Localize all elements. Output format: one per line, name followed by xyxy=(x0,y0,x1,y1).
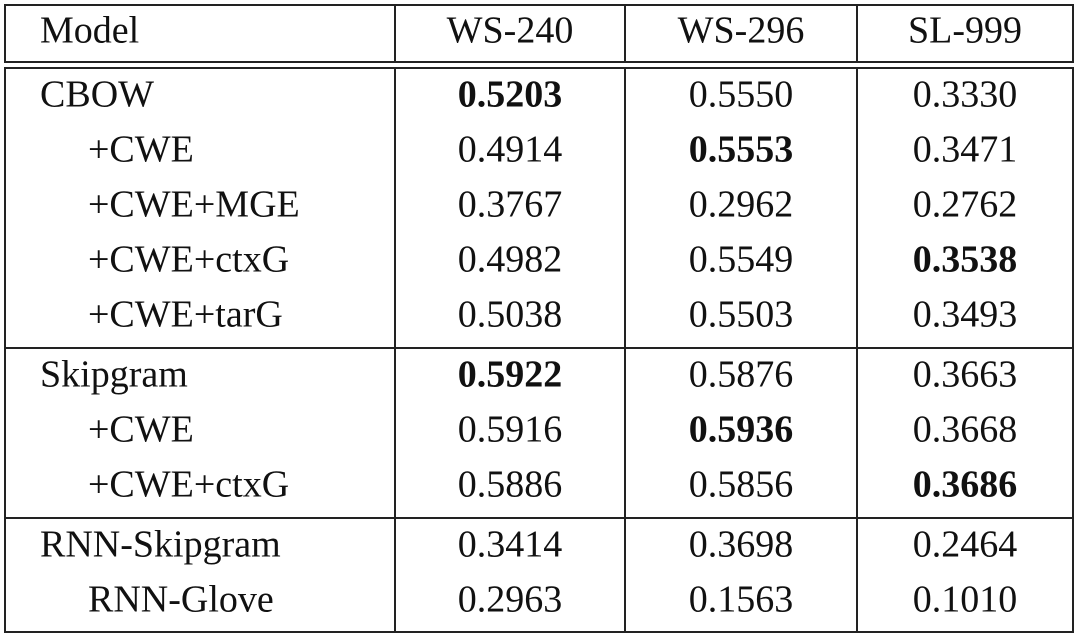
model-name: +CWE+ctxG xyxy=(88,239,289,281)
score-cell: 0.2762 xyxy=(913,184,1018,226)
score-cell: 0.5856 xyxy=(689,464,794,506)
score-cell: 0.3493 xyxy=(913,294,1018,336)
model-name: CBOW xyxy=(40,74,154,116)
score-cell: 0.3414 xyxy=(458,524,563,566)
score-cell: 0.5203 xyxy=(458,74,563,116)
score-cell: 0.5553 xyxy=(689,129,794,171)
score-cell: 0.5550 xyxy=(689,74,794,116)
score-cell: 0.3538 xyxy=(913,239,1018,281)
score-cell: 0.5876 xyxy=(689,354,794,396)
model-name: +CWE+ctxG xyxy=(88,464,289,506)
score-cell: 0.5503 xyxy=(689,294,794,336)
score-cell: 0.1010 xyxy=(913,579,1018,621)
body-border xyxy=(4,67,1074,633)
score-cell: 0.3471 xyxy=(913,129,1018,171)
score-cell: 0.5922 xyxy=(458,354,563,396)
score-cell: 0.5038 xyxy=(458,294,563,336)
model-name: RNN-Glove xyxy=(88,579,274,621)
score-cell: WS-240 xyxy=(447,10,574,52)
score-cell: 0.2962 xyxy=(689,184,794,226)
score-cell: 0.4914 xyxy=(458,129,563,171)
model-name: +CWE xyxy=(88,129,194,171)
header-border xyxy=(4,4,1074,63)
score-cell: 0.2963 xyxy=(458,579,563,621)
score-cell: 0.3767 xyxy=(458,184,563,226)
score-cell: 0.4982 xyxy=(458,239,563,281)
score-cell: 0.5916 xyxy=(458,409,563,451)
score-cell: 0.5886 xyxy=(458,464,563,506)
score-cell: 0.3663 xyxy=(913,354,1018,396)
model-name: RNN-Skipgram xyxy=(40,524,281,566)
model-name: +CWE+MGE xyxy=(88,184,300,226)
model-name: Skipgram xyxy=(40,354,188,396)
score-cell: 0.1563 xyxy=(689,579,794,621)
score-cell: 0.3330 xyxy=(913,74,1018,116)
model-name: +CWE+tarG xyxy=(88,294,283,336)
score-cell: 0.5549 xyxy=(689,239,794,281)
model-name: +CWE xyxy=(88,409,194,451)
model-name: Model xyxy=(40,10,139,52)
score-cell: WS-296 xyxy=(678,10,805,52)
score-cell: 0.5936 xyxy=(689,409,794,451)
score-cell: SL-999 xyxy=(908,10,1022,52)
score-cell: 0.2464 xyxy=(913,524,1018,566)
score-cell: 0.3668 xyxy=(913,409,1018,451)
score-cell: 0.3686 xyxy=(913,464,1018,506)
score-cell: 0.3698 xyxy=(689,524,794,566)
